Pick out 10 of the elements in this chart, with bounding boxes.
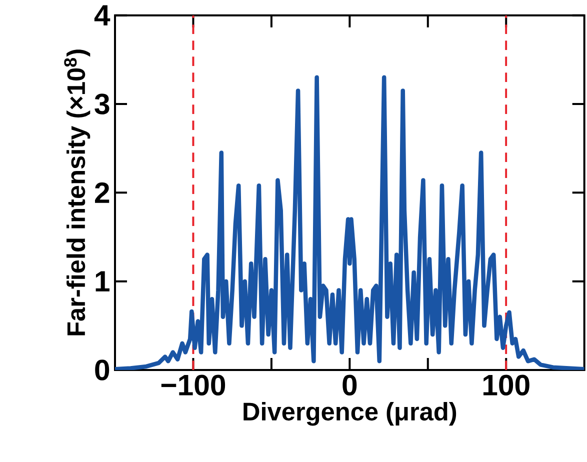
y-tick-label: 0 xyxy=(95,360,110,380)
x-tick-label: 0 xyxy=(342,374,357,396)
y-tick-label: 1 xyxy=(96,271,110,292)
x-tick-label: −100 xyxy=(161,374,226,396)
y-tick-label: 4 xyxy=(94,5,110,26)
x-tick-label: 100 xyxy=(483,374,530,396)
y-axis-title: Far-field intensity (×10$^{8}$) xyxy=(64,50,90,336)
y-tick-label: 3 xyxy=(94,94,110,114)
y-tick-label: 2 xyxy=(95,182,110,203)
x-axis-title: Divergence (μrad) xyxy=(244,402,456,426)
